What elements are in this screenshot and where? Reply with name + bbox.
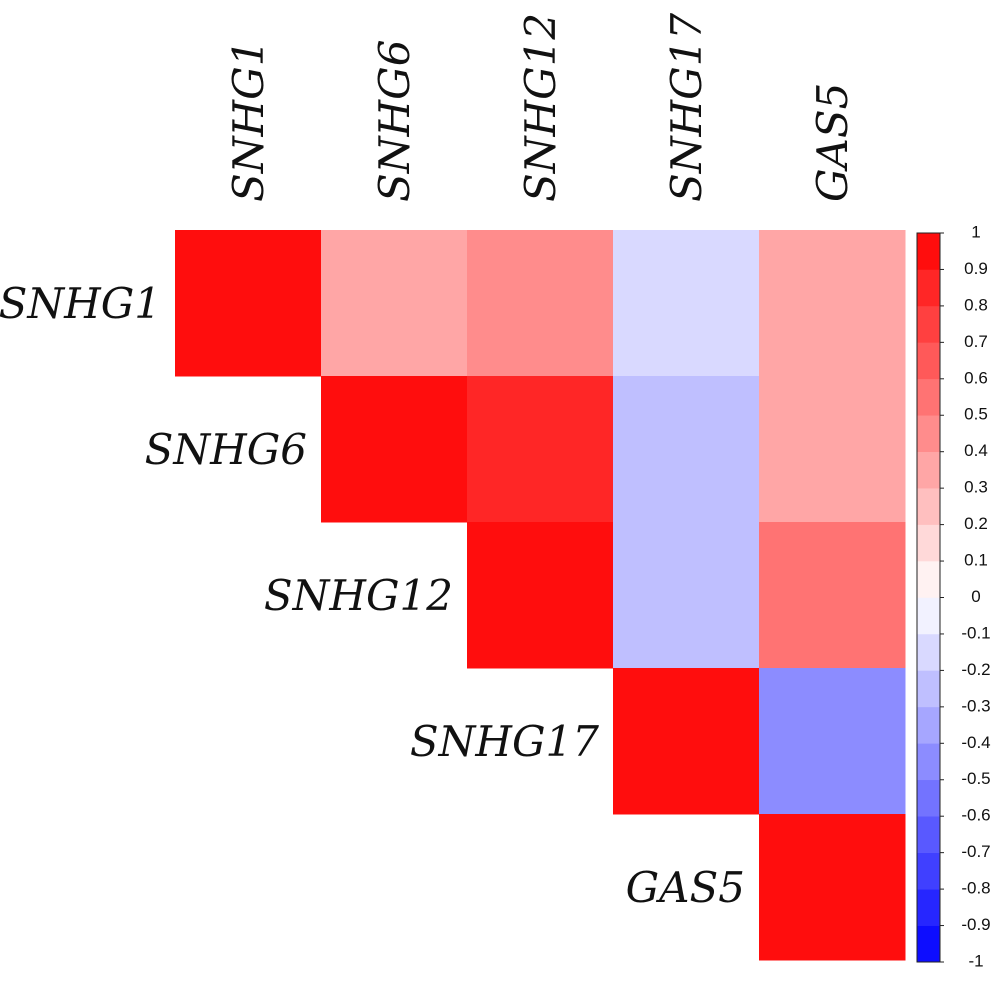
colorbar-tick-label: 0.6	[964, 368, 988, 387]
colorbar-tick-label: 0.3	[964, 478, 988, 497]
colorbar-tick-label: 0.7	[964, 332, 988, 351]
cell	[759, 668, 906, 815]
cell	[321, 230, 468, 377]
column-label: GAS5	[808, 83, 857, 202]
colorbar-tick-label: -0.6	[961, 806, 990, 825]
colorbar-bin	[917, 670, 940, 708]
colorbar-tick-label: -0.4	[961, 733, 990, 752]
colorbar-bin	[917, 852, 940, 890]
cell	[613, 376, 760, 523]
colorbar-bin	[917, 233, 940, 270]
colorbar-bin	[917, 451, 940, 489]
cell	[613, 522, 760, 669]
colorbar-bin	[917, 743, 940, 781]
colorbar-tick-label: -0.8	[961, 879, 990, 898]
row-label: GAS5	[626, 863, 745, 912]
colorbar-tick-label: 0.1	[964, 551, 988, 570]
colorbar-tick-label: 0	[971, 587, 980, 606]
colorbar-tick-label: -0.9	[961, 915, 990, 934]
colorbar-bin	[917, 925, 940, 963]
colorbar-tick-label: -1	[968, 951, 983, 970]
colorbar-bin	[917, 561, 940, 598]
colorbar-bin	[917, 816, 940, 853]
colorbar-tick-label: -0.5	[961, 769, 990, 788]
cell	[175, 230, 322, 377]
colorbar-bin	[917, 488, 940, 525]
colorbar-tick-label: -0.7	[961, 842, 990, 861]
column-label: SNHG12	[516, 13, 565, 202]
cell	[467, 522, 614, 669]
colorbar-bin	[917, 597, 940, 635]
colorbar-tick-label: -0.2	[961, 660, 990, 679]
cell	[613, 668, 760, 815]
column-label: SNHG6	[370, 40, 419, 202]
colorbar-bin	[917, 342, 940, 380]
colorbar-bin	[917, 889, 940, 926]
colorbar-bin	[917, 415, 940, 452]
cell	[759, 522, 906, 669]
column-label: SNHG17	[662, 13, 711, 202]
colorbar-bin	[917, 378, 940, 416]
colorbar-tick-label: -0.1	[961, 623, 990, 642]
colorbar-bin	[917, 269, 940, 307]
cell	[759, 814, 906, 961]
colorbar-tick-label: 0.5	[964, 405, 988, 424]
cell	[613, 230, 760, 377]
colorbar-tick-label: 0.2	[964, 514, 988, 533]
colorbar-bin	[917, 633, 940, 671]
colorbar-tick-label: -0.3	[961, 696, 990, 715]
colorbar-bin	[917, 779, 940, 817]
row-label: SNHG17	[410, 717, 599, 766]
row-label: SNHG1	[0, 279, 161, 328]
colorbar-tick-label: 0.4	[964, 441, 988, 460]
colorbar-tick-label: 0.8	[964, 295, 988, 314]
cell	[321, 376, 468, 523]
cell	[467, 230, 614, 377]
cell	[759, 230, 906, 377]
cell	[759, 376, 906, 523]
row-label: SNHG6	[145, 425, 307, 474]
row-label: SNHG12	[264, 571, 453, 620]
column-label: SNHG1	[224, 40, 273, 202]
colorbar-bin	[917, 305, 940, 343]
colorbar-tick-label: 0.9	[964, 259, 988, 278]
colorbar-tick-label: 1	[971, 222, 980, 241]
colorbar-bin	[917, 706, 940, 744]
colorbar-bin	[917, 524, 940, 562]
cell	[467, 376, 614, 523]
